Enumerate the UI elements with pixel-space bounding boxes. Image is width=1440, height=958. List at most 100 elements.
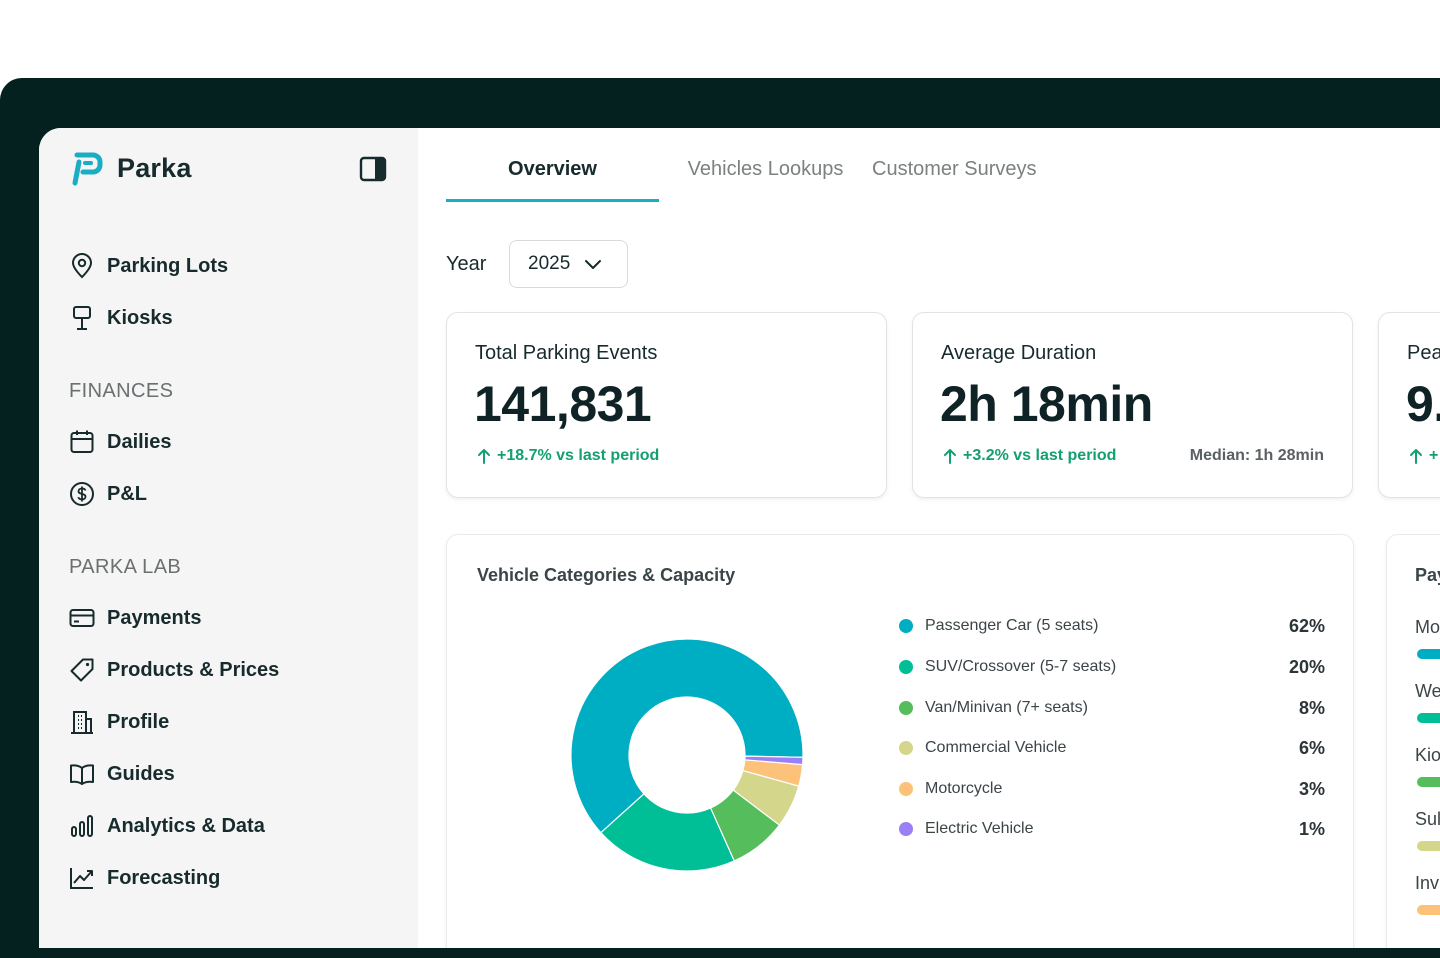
tab-bar: Overview Vehicles Lookups Customer Surve… bbox=[446, 154, 1086, 202]
legend-item[interactable]: Electric Vehicle 1% bbox=[899, 818, 1325, 840]
sidebar-item-label: Payments bbox=[107, 606, 202, 629]
kiosk-icon bbox=[73, 306, 91, 330]
payment-method-label: Mo bbox=[1415, 617, 1440, 637]
legend-swatch bbox=[899, 822, 913, 836]
book-icon bbox=[70, 764, 94, 785]
legend-percent: 3% bbox=[1298, 778, 1325, 799]
section-heading-finances: FINANCES bbox=[69, 380, 174, 402]
sidebar-item-products-prices[interactable]: Products & Prices bbox=[69, 654, 279, 686]
map-pin-icon bbox=[71, 253, 93, 279]
sidebar-item-payments[interactable]: Payments bbox=[69, 602, 202, 634]
app-window: Parka Parking Lots Kiosks FINANCES bbox=[39, 128, 1440, 948]
legend-item[interactable]: Motorcycle 3% bbox=[899, 778, 1325, 800]
kpi-card-peak: Pea 9. + bbox=[1378, 312, 1440, 498]
kpi-delta: + bbox=[1409, 447, 1438, 465]
legend-swatch bbox=[899, 701, 913, 715]
vehicle-categories-donut-chart bbox=[570, 638, 804, 872]
legend-item[interactable]: Commercial Vehicle 6% bbox=[899, 737, 1325, 759]
legend-swatch bbox=[899, 660, 913, 674]
payment-method-label: We bbox=[1415, 681, 1440, 701]
chevron-down-icon bbox=[585, 260, 602, 269]
sidebar-item-profile[interactable]: Profile bbox=[69, 706, 169, 738]
sidebar-collapse-icon[interactable] bbox=[359, 156, 387, 182]
legend-swatch bbox=[899, 619, 913, 633]
main-content: Overview Vehicles Lookups Customer Surve… bbox=[418, 128, 1440, 948]
sidebar-item-label: Analytics & Data bbox=[107, 814, 265, 837]
kpi-title: Total Parking Events bbox=[475, 342, 658, 364]
tag-icon bbox=[70, 658, 94, 682]
legend-label: Motorcycle bbox=[925, 780, 1003, 797]
legend-percent: 8% bbox=[1298, 697, 1325, 718]
kpi-value: 2h 18min bbox=[940, 376, 1153, 432]
kpi-delta: +18.7% vs last period bbox=[477, 447, 659, 465]
kpi-delta-text: +18.7% vs last period bbox=[497, 447, 660, 464]
section-heading-parka-lab: PARKA LAB bbox=[69, 556, 182, 578]
sidebar-item-dailies[interactable]: Dailies bbox=[69, 426, 171, 458]
panel-title: Pay bbox=[1415, 565, 1440, 585]
sidebar-item-label: P&L bbox=[107, 482, 147, 505]
tab-overview[interactable]: Overview bbox=[508, 158, 597, 180]
sidebar-item-parking-lots[interactable]: Parking Lots bbox=[69, 250, 228, 282]
donut-slice-van-minivan-7-seats[interactable] bbox=[709, 789, 781, 862]
legend-percent: 20% bbox=[1288, 656, 1325, 677]
active-tab-indicator bbox=[446, 199, 659, 202]
sidebar-item-label: Profile bbox=[107, 710, 170, 733]
legend-percent: 1% bbox=[1298, 818, 1325, 839]
donut-slice-electric-vehicle[interactable] bbox=[744, 755, 804, 766]
arrow-up-icon bbox=[478, 449, 490, 464]
panel-title: Vehicle Categories & Capacity bbox=[477, 565, 736, 585]
dollar-circle-icon bbox=[70, 482, 94, 506]
legend-item[interactable]: Passenger Car (5 seats) 62% bbox=[899, 615, 1325, 637]
donut-slice-motorcycle[interactable] bbox=[742, 759, 804, 787]
trend-line-icon bbox=[70, 868, 93, 889]
sidebar-item-label: Forecasting bbox=[107, 866, 221, 889]
legend-label: Passenger Car (5 seats) bbox=[925, 617, 1099, 634]
kpi-card-average-duration: Average Duration 2h 18min +3.2% vs last … bbox=[912, 312, 1353, 498]
legend-item[interactable]: Van/Minivan (7+ seats) 8% bbox=[899, 697, 1325, 719]
sidebar-item-label: Parking Lots bbox=[107, 254, 229, 277]
donut-slice-commercial-vehicle[interactable] bbox=[732, 769, 800, 826]
payment-method-bar bbox=[1417, 649, 1440, 659]
legend-label: Commercial Vehicle bbox=[925, 739, 1067, 756]
sidebar-item-guides[interactable]: Guides bbox=[69, 758, 175, 790]
sidebar-item-analytics-data[interactable]: Analytics & Data bbox=[69, 810, 265, 842]
kpi-value: 141,831 bbox=[474, 376, 652, 432]
tab-customer-surveys[interactable]: Customer Surveys bbox=[872, 158, 1037, 180]
kpi-title: Pea bbox=[1407, 342, 1440, 364]
payment-method-bar bbox=[1417, 905, 1440, 915]
payment-method-label: Kio bbox=[1415, 745, 1440, 765]
donut-slice-passenger-car-5-seats[interactable] bbox=[570, 638, 804, 834]
payments-panel: Pay Mo We Kio Sul Inv bbox=[1386, 534, 1440, 948]
kpi-card-total-parking-events: Total Parking Events 141,831 +18.7% vs l… bbox=[446, 312, 887, 498]
legend-label: Van/Minivan (7+ seats) bbox=[925, 699, 1088, 716]
donut-slice-suv-crossover-5-7-seats[interactable] bbox=[600, 793, 736, 872]
sidebar-item-kiosks[interactable]: Kiosks bbox=[69, 302, 173, 334]
sidebar-item-label: Kiosks bbox=[107, 306, 173, 329]
sidebar-item-forecasting[interactable]: Forecasting bbox=[69, 862, 220, 894]
parka-logo-icon bbox=[72, 152, 103, 186]
arrow-up-icon bbox=[944, 449, 956, 464]
kpi-delta-text: +3.2% vs last period bbox=[963, 447, 1117, 464]
sidebar-item-label: Products & Prices bbox=[107, 658, 280, 681]
kpi-title: Average Duration bbox=[941, 342, 1097, 364]
credit-card-icon bbox=[69, 609, 95, 627]
payment-method-label: Inv bbox=[1415, 873, 1440, 893]
brand-name: Parka bbox=[117, 152, 192, 183]
year-select[interactable]: 2025 bbox=[509, 240, 628, 288]
brand[interactable]: Parka bbox=[69, 150, 192, 186]
legend-label: SUV/Crossover (5-7 seats) bbox=[925, 658, 1117, 675]
legend-item[interactable]: SUV/Crossover (5-7 seats) 20% bbox=[899, 656, 1325, 678]
sidebar-item-label: Guides bbox=[107, 762, 175, 785]
building-icon bbox=[71, 711, 93, 734]
bar-chart-icon bbox=[71, 815, 93, 837]
legend-swatch bbox=[899, 782, 913, 796]
kpi-median: Median: 1h 28min bbox=[1189, 447, 1324, 464]
legend-label: Electric Vehicle bbox=[925, 820, 1034, 837]
tab-vehicles-lookups[interactable]: Vehicles Lookups bbox=[687, 158, 844, 180]
sidebar: Parka Parking Lots Kiosks FINANCES bbox=[39, 128, 418, 948]
kpi-value: 9. bbox=[1406, 376, 1440, 432]
legend-percent: 6% bbox=[1298, 737, 1325, 758]
arrow-up-icon bbox=[1410, 449, 1422, 464]
sidebar-item-pnl[interactable]: P&L bbox=[69, 478, 147, 510]
year-select-value: 2025 bbox=[528, 253, 571, 274]
